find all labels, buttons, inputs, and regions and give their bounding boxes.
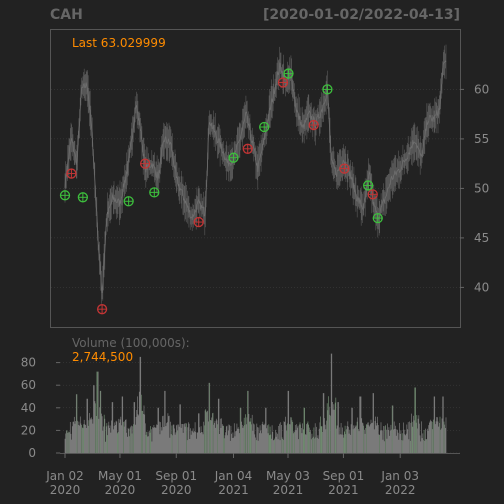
- sell-marker: [139, 158, 151, 169]
- sell-marker: [242, 143, 253, 154]
- x-tick-label-date: May 03: [266, 469, 310, 483]
- price-tick-label: 45: [474, 231, 489, 245]
- x-tick-label-year: 2021: [218, 483, 249, 497]
- x-tick-label-year: 2020: [105, 483, 136, 497]
- sell-marker: [367, 189, 378, 200]
- buy-marker: [123, 196, 134, 207]
- buy-marker: [363, 180, 374, 191]
- sell-marker: [96, 304, 108, 315]
- buy-marker: [59, 190, 71, 201]
- sell-marker: [339, 163, 350, 174]
- x-tick-label-date: Sep 01: [155, 469, 197, 483]
- volume-label: Volume (100,000s):: [72, 336, 190, 350]
- buy-marker: [259, 121, 270, 133]
- volume-tick-label: 80: [21, 356, 36, 370]
- volume-tick-label: 0: [28, 446, 36, 460]
- volume-tick-label: 20: [21, 423, 36, 437]
- x-tick-label-year: 2021: [273, 483, 304, 497]
- x-tick-label-date: Jan 03: [380, 469, 419, 483]
- price-range-wicks: [64, 44, 447, 304]
- buy-marker: [283, 68, 294, 79]
- price-tick-label: 40: [474, 280, 489, 294]
- x-tick-label-date: Sep 01: [323, 469, 365, 483]
- last-price-label: Last 63.029999: [72, 36, 166, 50]
- sell-marker: [277, 77, 289, 88]
- buy-marker: [228, 152, 239, 163]
- x-tick-label-year: 2020: [161, 483, 192, 497]
- volume-tick-label: 40: [21, 401, 36, 415]
- buy-marker: [149, 187, 160, 198]
- chart-title: CAH: [50, 7, 83, 23]
- x-tick-label-year: 2021: [328, 483, 359, 497]
- volume-last-value: 2,744,500: [72, 350, 133, 364]
- sell-marker: [66, 168, 77, 179]
- x-tick-label-year: 2020: [50, 483, 81, 497]
- volume-tick-label: 60: [21, 378, 36, 392]
- volume-bars-series: [64, 353, 447, 453]
- x-tick-label-date: Jan 04: [214, 469, 253, 483]
- price-tick-label: 50: [474, 181, 489, 195]
- sell-marker: [193, 216, 204, 228]
- buy-marker: [372, 212, 383, 224]
- price-tick-label: 60: [474, 82, 489, 96]
- sell-marker: [308, 119, 319, 131]
- buy-marker: [77, 192, 89, 203]
- price-tick-label: 55: [474, 132, 489, 146]
- x-tick-label-date: May 01: [98, 469, 142, 483]
- buy-marker: [322, 84, 333, 95]
- date-range: [2020-01-02/2022-04-13]: [263, 7, 460, 23]
- x-tick-label-date: Jan 02: [45, 469, 84, 483]
- volume-bars-up-series: [66, 371, 445, 453]
- x-tick-label-year: 2022: [385, 483, 416, 497]
